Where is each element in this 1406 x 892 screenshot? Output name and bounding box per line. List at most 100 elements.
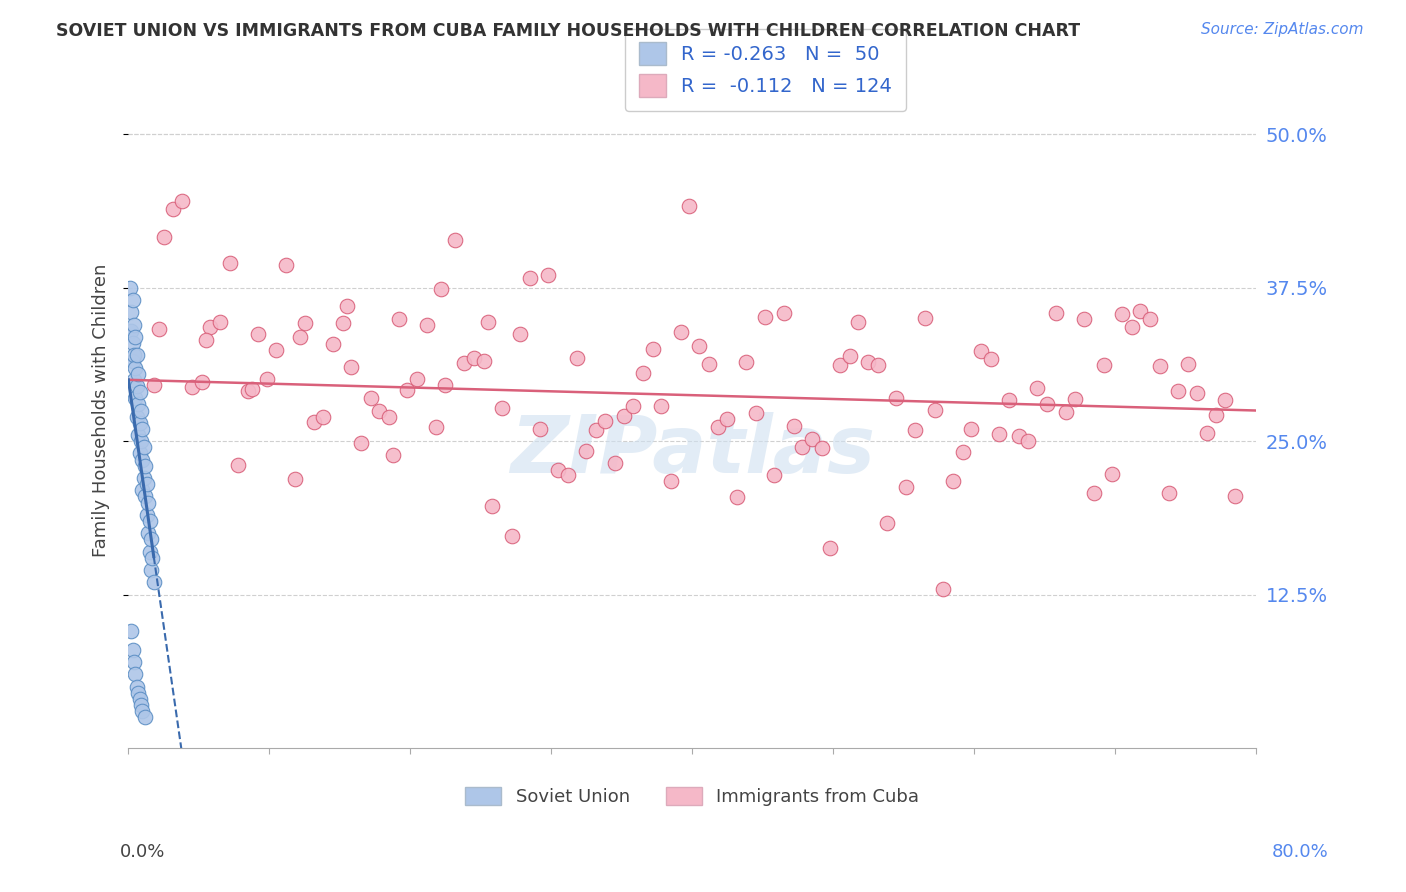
- Point: [942, 474, 965, 488]
- Point: [132, 440, 155, 454]
- Point: [1036, 397, 1059, 411]
- Point: [350, 435, 373, 450]
- Point: [131, 452, 153, 467]
- Point: [131, 483, 153, 498]
- Point: [127, 367, 149, 381]
- Point: [800, 432, 823, 446]
- Point: [1101, 467, 1123, 481]
- Point: [120, 305, 142, 319]
- Point: [481, 499, 503, 513]
- Point: [128, 692, 150, 706]
- Point: [914, 310, 936, 325]
- Point: [688, 339, 710, 353]
- Point: [125, 409, 148, 424]
- Point: [142, 377, 165, 392]
- Point: [294, 316, 316, 330]
- Point: [1008, 429, 1031, 443]
- Point: [121, 336, 143, 351]
- Text: Source: ZipAtlas.com: Source: ZipAtlas.com: [1201, 22, 1364, 37]
- Point: [360, 391, 382, 405]
- Point: [593, 414, 616, 428]
- Point: [820, 541, 842, 556]
- Point: [129, 698, 152, 712]
- Point: [396, 383, 419, 397]
- Point: [1139, 311, 1161, 326]
- Point: [190, 375, 212, 389]
- Point: [125, 379, 148, 393]
- Point: [388, 312, 411, 326]
- Point: [952, 445, 974, 459]
- Y-axis label: Family Households with Children: Family Households with Children: [93, 264, 110, 558]
- Point: [970, 344, 993, 359]
- Point: [122, 373, 145, 387]
- Point: [491, 401, 513, 415]
- Point: [148, 322, 170, 336]
- Point: [1064, 392, 1087, 406]
- Point: [782, 419, 804, 434]
- Point: [125, 680, 148, 694]
- Point: [256, 372, 278, 386]
- Point: [198, 319, 221, 334]
- Point: [659, 474, 682, 488]
- Point: [276, 258, 298, 272]
- Point: [304, 415, 326, 429]
- Point: [136, 526, 159, 541]
- Point: [127, 397, 149, 411]
- Point: [242, 382, 264, 396]
- Point: [141, 550, 163, 565]
- Point: [1111, 307, 1133, 321]
- Point: [139, 533, 162, 547]
- Point: [127, 428, 149, 442]
- Point: [557, 468, 579, 483]
- Point: [135, 508, 157, 522]
- Point: [406, 372, 429, 386]
- Point: [529, 422, 551, 436]
- Point: [762, 467, 785, 482]
- Point: [312, 409, 335, 424]
- Point: [1205, 408, 1227, 422]
- Point: [960, 422, 983, 436]
- Point: [716, 412, 738, 426]
- Point: [121, 293, 143, 307]
- Point: [1121, 319, 1143, 334]
- Point: [382, 448, 405, 462]
- Point: [876, 516, 898, 531]
- Point: [772, 306, 794, 320]
- Point: [340, 359, 363, 374]
- Point: [565, 351, 588, 365]
- Point: [136, 495, 159, 509]
- Point: [1129, 304, 1152, 318]
- Point: [134, 490, 156, 504]
- Point: [122, 655, 145, 669]
- Point: [509, 327, 531, 342]
- Point: [537, 268, 560, 282]
- Point: [603, 456, 626, 470]
- Point: [501, 529, 523, 543]
- Point: [430, 282, 453, 296]
- Point: [336, 299, 359, 313]
- Point: [810, 441, 832, 455]
- Point: [988, 427, 1011, 442]
- Point: [519, 271, 541, 285]
- Text: ZIPatlas: ZIPatlas: [509, 412, 875, 490]
- Point: [697, 357, 720, 371]
- Point: [124, 667, 146, 681]
- Point: [378, 410, 401, 425]
- Point: [453, 356, 475, 370]
- Point: [858, 354, 880, 368]
- Point: [124, 330, 146, 344]
- Point: [621, 399, 644, 413]
- Point: [650, 399, 672, 413]
- Point: [1157, 485, 1180, 500]
- Point: [613, 409, 636, 424]
- Point: [425, 420, 447, 434]
- Point: [127, 686, 149, 700]
- Point: [904, 423, 927, 437]
- Point: [678, 199, 700, 213]
- Point: [1045, 306, 1067, 320]
- Point: [734, 354, 756, 368]
- Point: [848, 315, 870, 329]
- Point: [434, 378, 457, 392]
- Point: [472, 354, 495, 368]
- Point: [790, 440, 813, 454]
